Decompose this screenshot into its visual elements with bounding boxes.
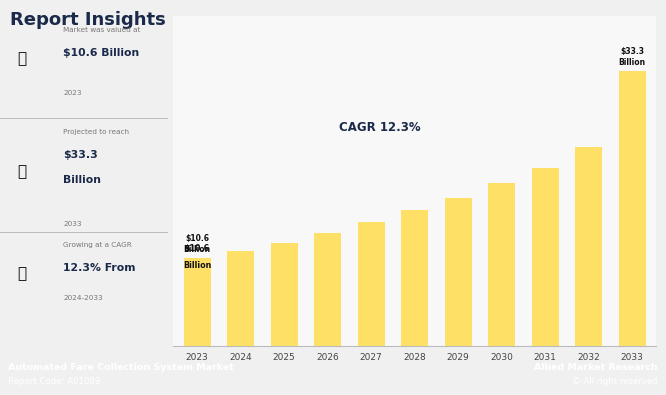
Bar	[575, 147, 602, 346]
Bar	[619, 71, 645, 346]
Text: Projected to reach: Projected to reach	[63, 129, 129, 135]
Text: 📈: 📈	[17, 267, 26, 282]
Bar	[184, 258, 210, 346]
Text: 2024-2033: 2024-2033	[63, 295, 103, 301]
Text: $10.6 Billion: $10.6 Billion	[63, 48, 139, 58]
Bar	[401, 211, 428, 346]
Bar	[227, 251, 254, 346]
Bar	[358, 222, 384, 346]
Text: 🪙: 🪙	[17, 51, 26, 66]
Text: Growing at a CAGR: Growing at a CAGR	[63, 242, 132, 248]
Text: CAGR 12.3%: CAGR 12.3%	[339, 120, 421, 134]
Text: 12.3% From: 12.3% From	[63, 263, 136, 273]
Text: Automated Fare Collection System Market: Automated Fare Collection System Market	[8, 363, 234, 372]
Bar	[270, 243, 298, 346]
Bar	[531, 167, 559, 346]
Text: Report Insights: Report Insights	[10, 11, 166, 28]
Text: Allied Market Research: Allied Market Research	[534, 363, 658, 372]
Text: 2023: 2023	[63, 90, 82, 96]
Text: 💎: 💎	[17, 164, 26, 179]
Text: $33.3: $33.3	[63, 150, 98, 160]
Text: $33.3
Billion: $33.3 Billion	[619, 47, 645, 67]
Text: Report Code: A01089: Report Code: A01089	[8, 377, 101, 386]
Text: Market was valued at: Market was valued at	[63, 26, 141, 32]
Bar	[488, 183, 515, 346]
Text: $10.6: $10.6	[184, 244, 210, 253]
Bar	[445, 198, 472, 346]
Text: 2033: 2033	[63, 221, 82, 227]
Bar	[314, 233, 341, 346]
Text: $10.6
Billion: $10.6 Billion	[184, 234, 210, 254]
Text: Billion: Billion	[63, 175, 101, 185]
Text: © All right reserved: © All right reserved	[572, 377, 658, 386]
Text: Billion: Billion	[183, 261, 211, 270]
